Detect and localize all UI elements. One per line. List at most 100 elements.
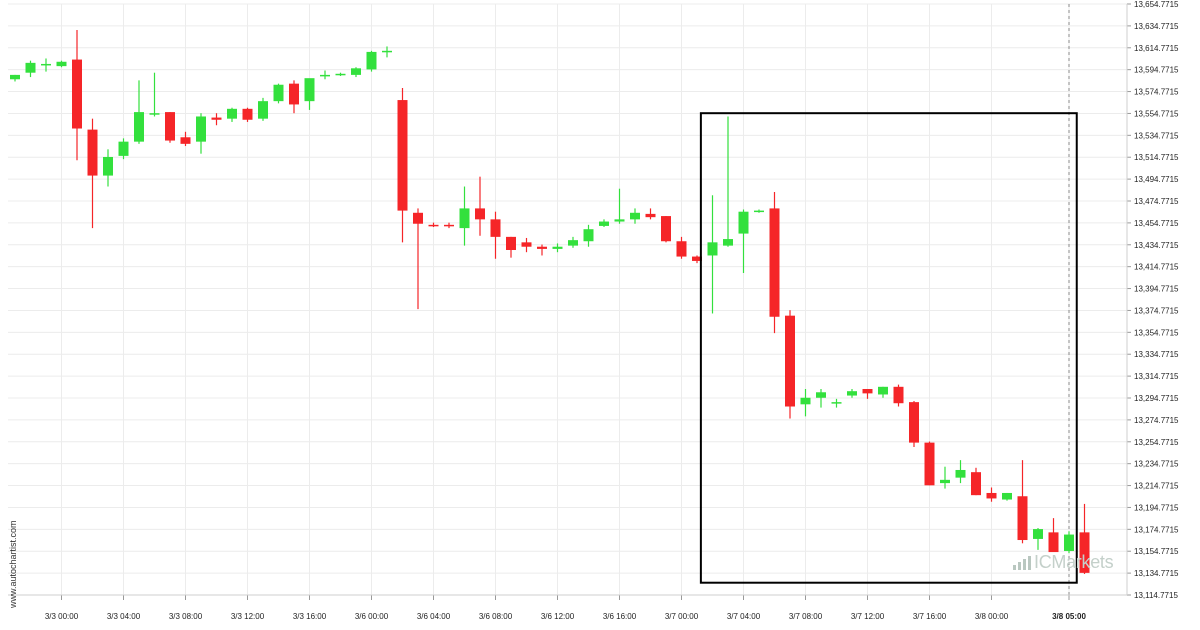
- y-tick-label: 13,534.7715: [1134, 131, 1179, 140]
- candle: [428, 222, 439, 228]
- candle: [909, 401, 919, 447]
- candle: [366, 50, 377, 72]
- candle: [149, 72, 160, 117]
- candle-body: [444, 224, 454, 227]
- candle: [56, 60, 67, 68]
- x-tick-label: 3/6 12:00: [541, 612, 575, 621]
- candle: [87, 118, 98, 229]
- candle: [816, 388, 826, 408]
- candle: [118, 138, 129, 160]
- candle: [707, 195, 718, 314]
- candle-body: [490, 219, 501, 237]
- candle-body: [676, 241, 687, 257]
- candle: [645, 208, 656, 220]
- candle: [242, 107, 253, 122]
- candle: [568, 236, 578, 248]
- candle: [630, 208, 640, 224]
- y-tick-label: 13,334.7715: [1134, 350, 1179, 359]
- candle-body: [971, 472, 981, 496]
- candle-body: [413, 212, 423, 224]
- candle-body: [289, 83, 299, 105]
- y-tick-label: 13,454.7715: [1134, 219, 1179, 228]
- candle-body: [1048, 532, 1059, 553]
- candle-body: [630, 212, 640, 220]
- candle: [41, 58, 51, 72]
- candle-body: [552, 246, 563, 249]
- x-tick-label: 3/6 16:00: [603, 612, 637, 621]
- chart-grid: [8, 3, 1127, 596]
- candle-body: [196, 116, 206, 142]
- candle: [273, 83, 284, 104]
- candle: [196, 113, 206, 154]
- candle-body: [227, 108, 237, 119]
- x-tick-label: 3/3 16:00: [293, 612, 327, 621]
- x-tick-label: 3/7 04:00: [727, 612, 761, 621]
- candle-body: [909, 402, 919, 443]
- candle-body: [955, 469, 966, 478]
- candle-body: [211, 117, 222, 120]
- x-tick-label: 3/6 08:00: [479, 612, 513, 621]
- candle: [506, 236, 516, 258]
- pattern-highlight-box: [699, 112, 1078, 584]
- candle-body: [614, 219, 625, 222]
- candle: [878, 386, 888, 398]
- y-tick-label: 13,614.7715: [1134, 44, 1179, 53]
- candle-body: [304, 78, 315, 102]
- candle-body: [366, 51, 377, 70]
- y-tick-label: 13,374.7715: [1134, 306, 1179, 315]
- candle-body: [800, 397, 811, 405]
- highlight-rectangle: [699, 112, 1078, 584]
- candle-body: [754, 210, 764, 213]
- candle-body: [258, 101, 268, 119]
- x-tick-label: 3/7 00:00: [665, 612, 699, 621]
- y-tick-label: 13,154.7715: [1134, 547, 1179, 556]
- candle-body: [25, 62, 36, 73]
- candle-body: [397, 100, 408, 211]
- y-tick-label: 13,274.7715: [1134, 416, 1179, 425]
- candle-body: [1064, 534, 1074, 551]
- candle-body: [847, 391, 857, 396]
- candle: [1048, 518, 1059, 553]
- y-axis: 13,654.7715 13,634.7715 13,614.7715 13,594.…: [1126, 0, 1179, 600]
- candle-body: [165, 112, 175, 141]
- candle: [490, 211, 501, 259]
- y-tick-label: 13,414.7715: [1134, 263, 1179, 272]
- candle-body: [273, 84, 284, 102]
- candle: [397, 88, 408, 243]
- candle: [614, 188, 625, 224]
- candle: [320, 70, 330, 80]
- candle: [413, 208, 423, 310]
- candle-body: [506, 236, 516, 250]
- candle-body: [134, 112, 144, 142]
- candle-body: [149, 113, 160, 115]
- x-tick-label: 3/3 08:00: [169, 612, 203, 621]
- y-tick-label: 13,574.7715: [1134, 88, 1179, 97]
- candle: [335, 72, 346, 76]
- candle-body: [56, 61, 67, 67]
- candle-body: [335, 73, 346, 76]
- candle: [227, 107, 237, 122]
- candle-body: [242, 108, 253, 120]
- candle: [475, 176, 485, 236]
- candle: [289, 80, 299, 114]
- candle-body: [382, 50, 392, 53]
- candle: [893, 384, 904, 407]
- candle-body: [707, 242, 718, 256]
- candle: [599, 219, 609, 228]
- candle-body: [459, 208, 470, 229]
- candle-body: [661, 216, 671, 242]
- y-tick-label: 13,554.7715: [1134, 109, 1179, 118]
- candle: [165, 112, 175, 143]
- y-tick-label: 13,474.7715: [1134, 197, 1179, 206]
- candle-body: [1017, 496, 1028, 541]
- candle-body: [103, 156, 113, 176]
- candle: [847, 388, 857, 398]
- y-tick-label: 13,654.7715: [1134, 0, 1179, 9]
- candlestick-series: [10, 30, 1090, 574]
- y-tick-label: 13,594.7715: [1134, 66, 1179, 75]
- candle-body: [118, 141, 129, 156]
- candle-body: [893, 386, 904, 404]
- candle: [459, 186, 470, 246]
- candle: [180, 131, 191, 147]
